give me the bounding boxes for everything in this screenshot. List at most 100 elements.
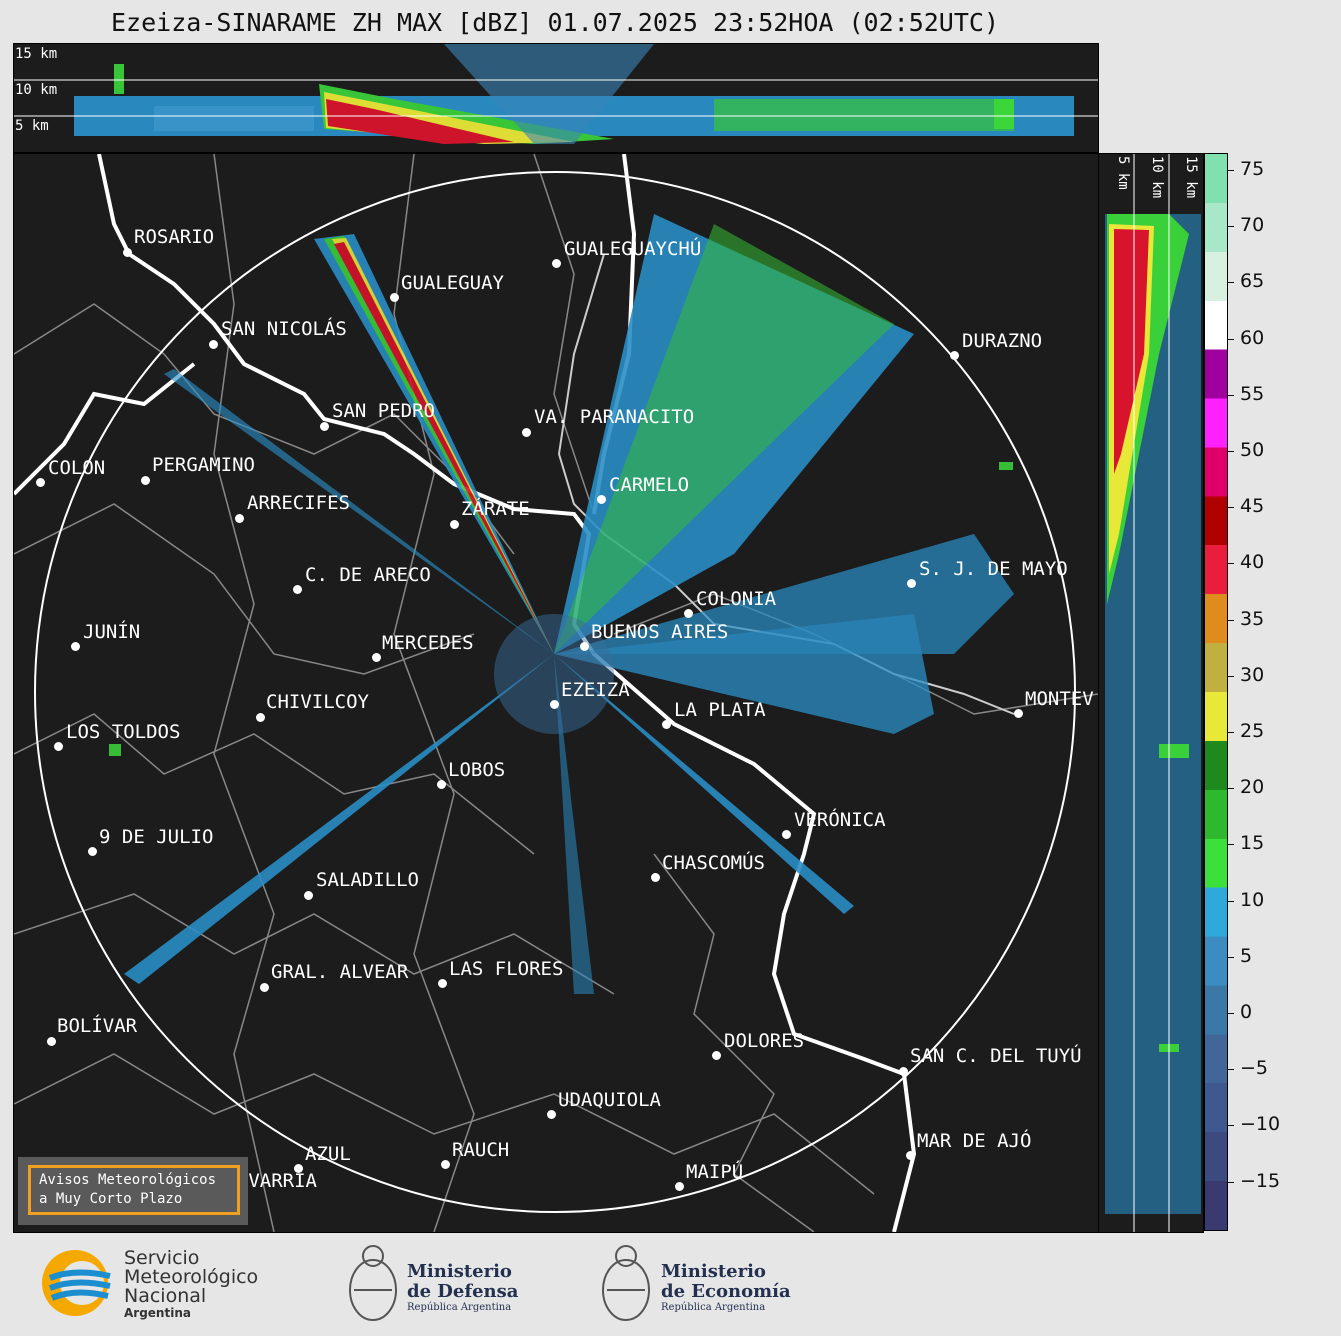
smn-line-1: Servicio xyxy=(124,1247,200,1269)
city-dot[interactable] xyxy=(260,983,269,992)
city-dot[interactable] xyxy=(294,1164,303,1173)
city-dot[interactable] xyxy=(293,585,302,594)
altitude-label-10: 10 km xyxy=(15,82,58,98)
alert-box[interactable]: Avisos Meteorológicos a Muy Corto Plazo xyxy=(18,1157,248,1225)
city-dot[interactable] xyxy=(54,742,63,751)
echo-band xyxy=(1159,744,1189,758)
city-dot[interactable] xyxy=(320,422,329,431)
city-dot[interactable] xyxy=(438,979,447,988)
city-dot[interactable] xyxy=(372,653,381,662)
city-dot[interactable] xyxy=(450,520,459,529)
city-dot[interactable] xyxy=(597,495,606,504)
argentina-shield-icon xyxy=(602,1245,650,1321)
colorbar-tick-label: 45 xyxy=(1240,495,1265,518)
city-label-buenos-aires: BUENOS AIRES xyxy=(591,621,729,643)
economia-emblem xyxy=(599,1244,653,1330)
city-label-montevideo: MONTEV xyxy=(1025,688,1094,710)
city-label-san-pedro: SAN PEDRO xyxy=(332,400,435,422)
city-label-junin: JUNÍN xyxy=(83,621,141,643)
echo-band xyxy=(1114,229,1149,474)
colorbar-tick-label: 0 xyxy=(1240,1001,1253,1023)
city-dot[interactable] xyxy=(235,514,244,523)
city-label-gualeguaychu: GUALEGUAYCHÚ xyxy=(564,238,702,260)
city-dot[interactable] xyxy=(712,1051,721,1060)
city-label-va-paranacito: VA. PARANACITO xyxy=(534,406,695,428)
city-label-arrecifes: ARRECIFES xyxy=(247,492,350,514)
city-dot[interactable] xyxy=(522,428,531,437)
colorbar-tick-mark xyxy=(1228,1069,1234,1071)
colorbar-tick-mark xyxy=(1228,619,1234,621)
city-dot[interactable] xyxy=(441,1160,450,1169)
city-label-colon: COLON xyxy=(48,457,106,479)
smn-line-4: Argentina xyxy=(124,1306,191,1320)
city-label-lobos: LOBOS xyxy=(448,759,506,781)
colorbar-tick-mark xyxy=(1228,507,1234,509)
city-dot[interactable] xyxy=(550,700,559,709)
smn-logo xyxy=(40,1248,118,1318)
city-label-bolivar: BOLÍVAR xyxy=(57,1015,138,1037)
city-label-rosario: ROSARIO xyxy=(134,226,215,248)
colorbar-tick-label: 40 xyxy=(1240,551,1265,574)
city-label-chivilcoy: CHIVILCOY xyxy=(266,691,369,713)
colorbar-tick-mark xyxy=(1228,788,1234,790)
alert-button[interactable]: Avisos Meteorológicos a Muy Corto Plazo xyxy=(28,1165,240,1215)
city-dot[interactable] xyxy=(950,351,959,360)
city-dot[interactable] xyxy=(209,340,218,349)
city-label-pergamino: PERGAMINO xyxy=(152,454,255,476)
city-dot[interactable] xyxy=(651,873,660,882)
city-dot[interactable] xyxy=(437,780,446,789)
city-dot[interactable] xyxy=(71,642,80,651)
city-dot[interactable] xyxy=(552,259,561,268)
echo-band xyxy=(714,99,1014,131)
city-label-mercedes: MERCEDES xyxy=(382,632,474,654)
radar-map[interactable]: ROSARIO GUALEGUAYCHÚ GUALEGUAY SAN NICOL… xyxy=(13,153,1099,1233)
echo-band xyxy=(444,44,654,144)
smn-line-2: Meteorológico xyxy=(124,1266,259,1288)
economia-line-1: Ministerio xyxy=(661,1261,766,1282)
city-label-saladillo: SALADILLO xyxy=(316,869,419,891)
city-dot[interactable] xyxy=(684,609,693,618)
city-dot[interactable] xyxy=(47,1037,56,1046)
echo-band xyxy=(994,99,1014,129)
city-label-veronica: VERÓNICA xyxy=(794,809,886,831)
side-altitude-label-10: 10 km xyxy=(1149,156,1165,199)
city-dot[interactable] xyxy=(782,830,791,839)
city-dot[interactable] xyxy=(88,847,97,856)
economia-text: Ministerio de Economía República Argenti… xyxy=(661,1261,791,1314)
city-dot[interactable] xyxy=(547,1110,556,1119)
city-dot[interactable] xyxy=(304,891,313,900)
colorbar-tick-label: −5 xyxy=(1240,1057,1269,1080)
city-dot[interactable] xyxy=(141,476,150,485)
city-dot[interactable] xyxy=(256,713,265,722)
colorbar-tick-mark xyxy=(1228,900,1234,902)
city-dot[interactable] xyxy=(899,1067,908,1076)
city-dot[interactable] xyxy=(36,478,45,487)
city-dot[interactable] xyxy=(906,1151,915,1160)
city-dot[interactable] xyxy=(580,642,589,651)
city-label-mar-de-ajo: MAR DE AJÓ xyxy=(917,1130,1032,1152)
city-dot[interactable] xyxy=(675,1182,684,1191)
city-label-san-nicolas: SAN NICOLÁS xyxy=(221,318,347,340)
colorbar-tick-label: 10 xyxy=(1240,888,1265,911)
city-dot[interactable] xyxy=(123,248,132,257)
city-dot[interactable] xyxy=(662,720,671,729)
colorbar-tick-label: 55 xyxy=(1240,382,1265,405)
city-dot[interactable] xyxy=(390,293,399,302)
district-borders xyxy=(14,154,1098,1232)
alert-line-2: a Muy Corto Plazo xyxy=(39,1191,183,1207)
colorbar-tick-mark xyxy=(1228,563,1234,565)
city-dot[interactable] xyxy=(1014,709,1023,718)
echo-band xyxy=(114,64,124,94)
city-dot[interactable] xyxy=(907,579,916,588)
city-label-san-c-del-tuyu: SAN C. DEL TUYÚ xyxy=(910,1045,1082,1067)
colorbar-tick-label: 25 xyxy=(1240,720,1265,742)
city-label-durazno: DURAZNO xyxy=(962,330,1043,352)
echo-band xyxy=(326,99,514,144)
city-label-las-flores: LAS FLORES xyxy=(449,958,564,980)
defensa-text: Ministerio de Defensa República Argentin… xyxy=(407,1262,518,1314)
colorbar-tick-label: 30 xyxy=(1240,663,1265,686)
city-label-zarate: ZÁRATE xyxy=(461,498,530,520)
city-label-maipu: MAIPÚ xyxy=(686,1161,744,1183)
city-label-dolores: DOLORES xyxy=(724,1030,805,1052)
map-title: Ezeiza-SINARAME ZH MAX [dBZ] 01.07.2025 … xyxy=(110,8,1000,37)
